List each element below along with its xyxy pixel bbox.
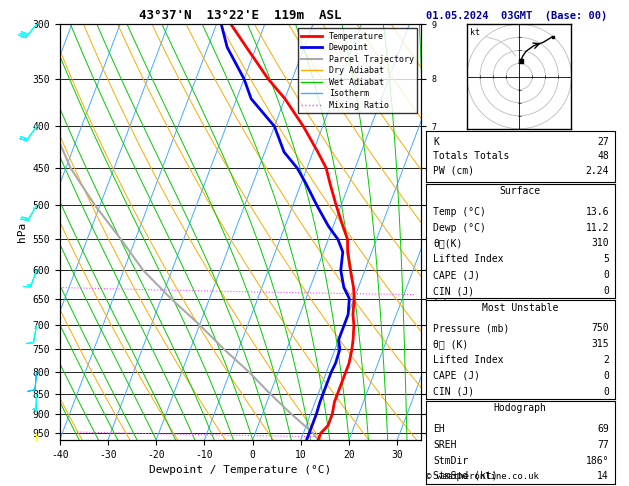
Text: 01.05.2024  03GMT  (Base: 00): 01.05.2024 03GMT (Base: 00): [426, 11, 607, 21]
Text: CIN (J): CIN (J): [433, 387, 474, 397]
Text: 48: 48: [597, 152, 609, 161]
Text: 27: 27: [597, 137, 609, 147]
Text: Temp (°C): Temp (°C): [433, 207, 486, 217]
Text: Pressure (mb): Pressure (mb): [433, 323, 509, 333]
Text: Hodograph: Hodograph: [494, 403, 547, 414]
Text: 2.24: 2.24: [586, 166, 609, 176]
Text: © weatheronline.co.uk: © weatheronline.co.uk: [426, 472, 538, 481]
Text: 2: 2: [603, 355, 609, 365]
Text: Lifted Index: Lifted Index: [433, 355, 504, 365]
Text: CAPE (J): CAPE (J): [433, 270, 481, 280]
Text: 0: 0: [603, 286, 609, 296]
Text: 0: 0: [603, 270, 609, 280]
Text: 315: 315: [591, 339, 609, 349]
Text: 0: 0: [603, 387, 609, 397]
Text: 5: 5: [603, 254, 609, 264]
Text: EH: EH: [433, 424, 445, 434]
Text: StmSpd (kt): StmSpd (kt): [433, 471, 498, 482]
Text: K: K: [433, 137, 439, 147]
Title: 43°37'N  13°22'E  119m  ASL: 43°37'N 13°22'E 119m ASL: [140, 9, 342, 22]
Text: 13.6: 13.6: [586, 207, 609, 217]
Text: PW (cm): PW (cm): [433, 166, 474, 176]
Text: 11.2: 11.2: [586, 223, 609, 232]
Text: 14: 14: [597, 471, 609, 482]
Text: 310: 310: [591, 239, 609, 248]
Text: 750: 750: [591, 323, 609, 333]
Text: Lifted Index: Lifted Index: [433, 254, 504, 264]
X-axis label: Dewpoint / Temperature (°C): Dewpoint / Temperature (°C): [150, 465, 331, 475]
Text: 69: 69: [597, 424, 609, 434]
Text: Dewp (°C): Dewp (°C): [433, 223, 486, 232]
Text: CIN (J): CIN (J): [433, 286, 474, 296]
Text: Most Unstable: Most Unstable: [482, 303, 559, 313]
Text: CAPE (J): CAPE (J): [433, 371, 481, 381]
Text: Surface: Surface: [499, 186, 541, 196]
Text: Totals Totals: Totals Totals: [433, 152, 509, 161]
Text: kt: kt: [470, 28, 479, 37]
Y-axis label: km
ASL: km ASL: [448, 210, 466, 232]
Text: θᴄ (K): θᴄ (K): [433, 339, 469, 349]
Text: StmDir: StmDir: [433, 455, 469, 466]
Legend: Temperature, Dewpoint, Parcel Trajectory, Dry Adiabat, Wet Adiabat, Isotherm, Mi: Temperature, Dewpoint, Parcel Trajectory…: [298, 29, 417, 113]
Text: 77: 77: [597, 440, 609, 450]
Text: 0: 0: [603, 371, 609, 381]
Text: 186°: 186°: [586, 455, 609, 466]
Y-axis label: hPa: hPa: [17, 222, 27, 242]
Text: θᴄ(K): θᴄ(K): [433, 239, 463, 248]
Text: SREH: SREH: [433, 440, 457, 450]
